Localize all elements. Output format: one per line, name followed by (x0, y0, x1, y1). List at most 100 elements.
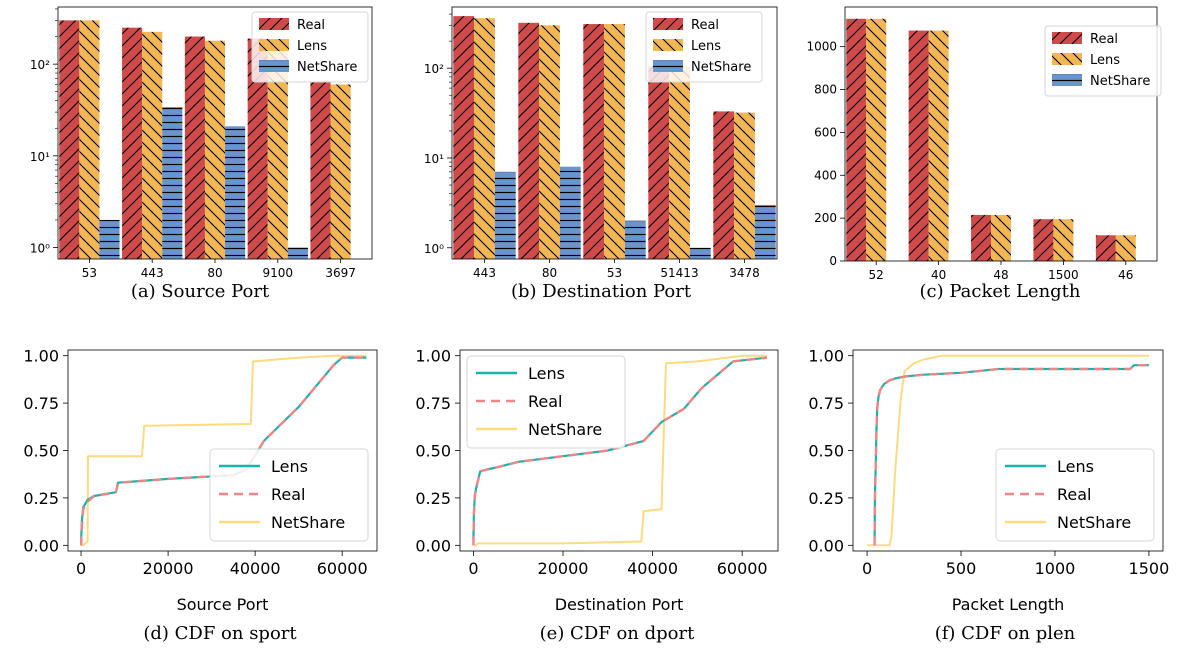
bar-lens (669, 66, 690, 259)
x-tick-label: 40 (931, 268, 946, 282)
y-tick-label: 0.25 (808, 489, 844, 508)
legend-label: NetShare (297, 60, 357, 75)
x-tick-label: 20000 (143, 559, 194, 578)
legend-label: Real (1090, 32, 1118, 47)
plot-frame (459, 349, 779, 552)
plot-frame (57, 6, 373, 260)
y-tick-label: 1.00 (415, 347, 451, 366)
legend-swatch-real (653, 18, 683, 30)
legend-label: Lens (271, 457, 308, 476)
legend-box (209, 448, 369, 542)
legend-label: NetShare (1090, 74, 1150, 89)
subfigure-caption: (b) Destination Port (511, 281, 692, 302)
bar-lens (330, 84, 351, 260)
y-tick-label: 0.75 (808, 394, 844, 413)
bar-lens (79, 20, 100, 259)
x-tick-label: 500 (946, 559, 977, 578)
y-tick-label: 200 (814, 211, 837, 225)
legend-swatch-real (259, 18, 289, 30)
legend-swatch-netshare (1052, 74, 1082, 86)
bar-lens (142, 31, 163, 259)
bar-netshare (754, 204, 776, 259)
y-tick-label: 10² (424, 62, 444, 76)
legend-label: Real (297, 18, 325, 33)
bar-real (846, 18, 867, 261)
x-tick-label: 1500 (1129, 559, 1170, 578)
y-tick-label: 0.00 (415, 536, 451, 555)
legend-label: Lens (1057, 457, 1094, 476)
x-tick-label: 40000 (627, 559, 678, 578)
subfigure-caption: (a) Source Port (131, 281, 270, 302)
legend-label: NetShare (271, 513, 345, 532)
legend-swatch-lens (259, 39, 289, 51)
y-tick-label: 1.00 (808, 347, 844, 366)
bar-netshare (99, 219, 120, 259)
bar-netshare (287, 247, 308, 259)
legend: Real Lens NetShare (251, 11, 369, 83)
x-axis-label: Source Port (177, 595, 269, 614)
plot-frame (844, 6, 1158, 262)
subfigure-caption: (c) Packet Length (919, 281, 1080, 302)
bar-lens (928, 30, 949, 261)
y-tick-label: 400 (814, 168, 837, 182)
legend-label: Real (691, 18, 719, 33)
bar-netshare (162, 107, 183, 259)
subfigure-caption: (e) CDF on dport (540, 623, 695, 644)
y-tick-label: 0.50 (415, 442, 451, 461)
y-tick-label: 0.25 (415, 489, 451, 508)
bar-real (518, 22, 540, 260)
bar-real (1095, 235, 1116, 261)
bar-real (122, 27, 143, 259)
series-line-netshare (473, 354, 767, 547)
legend-label: Lens (691, 39, 721, 54)
x-tick-label: 51413 (660, 266, 698, 280)
x-tick-label: 60000 (717, 559, 768, 578)
subfigure-caption: (d) CDF on sport (143, 623, 297, 644)
y-tick-label: 0.00 (808, 536, 844, 555)
subfigure-caption: (f) CDF on plen (935, 623, 1076, 644)
bar-lens (866, 18, 887, 261)
bar-chart-3: 52 40 48 1500 46 0 200 400 600 800 1000 Real Lens Net… (806, 6, 1162, 302)
cdf-chart-2: 0 20000 40000 60000 0.00 0.25 0.50 0.75 1.00 Dest… (415, 347, 779, 644)
y-tick-label: 800 (814, 83, 837, 97)
legend: Lens Real NetShare (466, 355, 626, 449)
x-tick-label: 80 (542, 266, 557, 280)
y-tick-label: 0.00 (23, 536, 59, 555)
y-tick-label: 10⁰ (30, 242, 50, 256)
legend-swatch-lens (1052, 53, 1082, 65)
bar-lens (991, 214, 1011, 261)
bar-real (583, 24, 605, 259)
x-axis-label: Destination Port (555, 595, 684, 614)
y-tick-label: 0 (829, 254, 837, 268)
bar-lens (604, 24, 625, 259)
x-tick-label: 443 (473, 266, 496, 280)
bar-real (59, 20, 80, 259)
plot-frame (852, 349, 1164, 552)
series-line-netshare (81, 354, 367, 547)
x-tick-label: 0 (76, 559, 86, 578)
legend-box (995, 448, 1155, 542)
cdf-chart-3: 0 500 1000 1500 0.00 0.25 0.50 0.75 1.00 Packet L… (808, 347, 1169, 644)
y-tick-label: 0.50 (23, 442, 59, 461)
x-tick-label: 53 (82, 266, 97, 280)
x-tick-label: 48 (993, 268, 1008, 282)
x-tick-label: 1500 (1048, 268, 1079, 282)
x-tick-label: 52 (869, 268, 884, 282)
legend-label: Real (271, 485, 306, 504)
bar-lens (539, 25, 560, 260)
y-tick-label: 0.25 (23, 489, 59, 508)
x-tick-label: 80 (207, 266, 222, 280)
cdf-chart-1: 0 20000 40000 60000 0.00 0.25 0.50 0.75 1.00 Sour… (23, 347, 378, 644)
legend-swatch-netshare (653, 60, 683, 72)
bar-netshare (689, 247, 711, 259)
plot-frame (451, 6, 778, 260)
bar-lens (1053, 219, 1074, 261)
legend-label: NetShare (1057, 513, 1131, 532)
bar-netshare (624, 220, 646, 259)
x-tick-label: 60000 (317, 559, 368, 578)
bar-real (971, 214, 992, 261)
legend: Real Lens NetShare (645, 11, 763, 83)
y-tick-label: 1000 (806, 40, 837, 54)
bar-real (1033, 219, 1054, 261)
